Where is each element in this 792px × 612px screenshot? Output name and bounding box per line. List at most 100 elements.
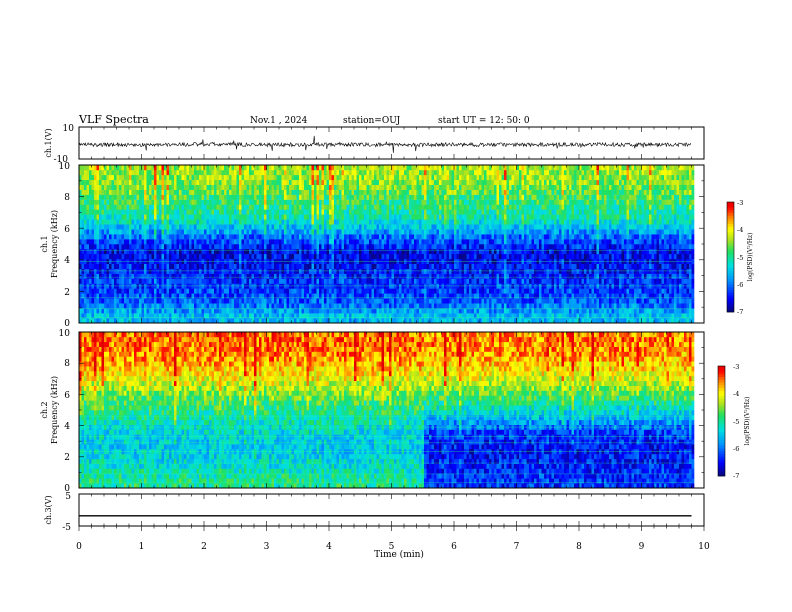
- spectrogram-cell: [84, 194, 87, 200]
- spectrogram-cell: [221, 298, 225, 304]
- spectrogram-cell: [276, 224, 280, 230]
- spectrogram-cell: [399, 313, 402, 319]
- spectrogram-cell: [281, 268, 285, 274]
- spectrogram-cell: [391, 298, 395, 304]
- spectrogram-cell: [256, 214, 260, 220]
- spectrogram-cell: [269, 204, 272, 210]
- spectrogram-cell: [404, 263, 407, 269]
- spectrogram-cell: [226, 263, 230, 269]
- spectrogram-cell: [194, 234, 197, 240]
- spectrogram-cell: [351, 194, 355, 200]
- spectrogram-cell: [299, 169, 302, 176]
- spectrogram-cell: [259, 293, 262, 299]
- spectrogram-cell: [431, 283, 435, 289]
- spectrogram-cell: [254, 268, 257, 274]
- spectrogram-cell: [274, 253, 277, 260]
- spectrogram-cell: [279, 224, 282, 230]
- spectrogram-cell: [429, 258, 432, 264]
- spectrogram-cell: [391, 199, 395, 205]
- spectrogram-cell: [389, 293, 392, 299]
- spectrogram-cell: [121, 263, 125, 269]
- spectrogram-cell: [434, 174, 437, 181]
- spectrogram-cell: [341, 234, 345, 240]
- spectrogram-cell: [271, 308, 275, 314]
- spectrogram-cell: [426, 318, 430, 324]
- spectrogram-cell: [251, 248, 255, 255]
- spectrogram-cell: [149, 273, 152, 279]
- spectrogram-cell: [291, 244, 295, 250]
- spectrogram-cell: [429, 204, 432, 210]
- spectrogram-cell: [439, 288, 442, 294]
- spectrogram-cell: [116, 169, 120, 176]
- spectrogram-cell: [336, 219, 340, 225]
- spectrogram-cell: [299, 224, 302, 230]
- spectrogram-cell: [444, 283, 447, 289]
- spectrogram-cell: [381, 234, 385, 240]
- spectrogram-cell: [206, 184, 210, 190]
- spectrogram-cell: [181, 318, 185, 324]
- spectrogram-cell: [251, 258, 255, 264]
- spectrogram-cell: [136, 258, 140, 264]
- spectrogram-cell: [171, 318, 175, 324]
- spectrogram-cell: [106, 174, 110, 181]
- spectrogram-cell: [256, 179, 260, 185]
- spectrogram-cell: [221, 219, 225, 225]
- spectrogram-cell: [126, 179, 130, 185]
- spectrogram-cell: [381, 308, 385, 314]
- spectrogram-cell: [91, 303, 95, 309]
- spectrogram-cell: [84, 184, 87, 190]
- spectrogram-cell: [206, 165, 210, 171]
- spectrogram-cell: [449, 303, 452, 309]
- spectrogram-cell: [336, 244, 340, 250]
- spectrogram-cell: [119, 313, 122, 319]
- spectrogram-cell: [364, 194, 367, 200]
- spectrogram-cell: [454, 199, 457, 205]
- spectrogram-cell: [454, 209, 457, 215]
- spectrogram-cell: [331, 293, 335, 299]
- spectrogram-cell: [276, 303, 280, 309]
- spectrogram-cell: [399, 239, 402, 245]
- spectrogram-cell: [401, 244, 405, 250]
- spectrogram-cell: [129, 179, 132, 185]
- spectrogram-cell: [386, 189, 390, 195]
- spectrogram-cell: [419, 278, 422, 284]
- spectrogram-cell: [339, 308, 342, 314]
- spectrogram-cell: [119, 204, 122, 210]
- spectrogram-cell: [289, 308, 292, 314]
- spectrogram-cell: [204, 194, 207, 200]
- spectrogram-cell: [311, 234, 315, 240]
- spectrogram-cell: [221, 283, 225, 289]
- spectrogram-cell: [119, 308, 122, 314]
- spectrogram-cell: [219, 258, 222, 264]
- spectrogram-cell: [89, 189, 92, 195]
- spectrogram-cell: [311, 189, 315, 195]
- spectrogram-cell: [141, 214, 145, 220]
- spectrogram-cell: [159, 253, 162, 260]
- spectrogram-cell: [304, 303, 307, 309]
- spectrogram-cell: [309, 174, 312, 181]
- spectrogram-cell: [136, 229, 140, 235]
- spectrogram-cell: [126, 219, 130, 225]
- spectrogram-cell: [276, 165, 280, 171]
- spectrogram-cell: [289, 179, 292, 185]
- spectrogram-cell: [176, 229, 180, 235]
- spectrogram-cell: [349, 165, 352, 171]
- spectrogram-cell: [124, 165, 127, 171]
- spectrogram-cell: [376, 204, 380, 210]
- spectrogram-cell: [359, 209, 362, 215]
- spectrogram-cell: [284, 239, 287, 245]
- spectrogram-cell: [134, 268, 137, 274]
- spectrogram-cell: [86, 288, 90, 294]
- spectrogram-cell: [371, 234, 375, 240]
- spectrogram-cell: [411, 253, 415, 260]
- spectrogram-cell: [91, 214, 95, 220]
- spectrogram-cell: [136, 239, 140, 245]
- spectrogram-cell: [89, 283, 92, 289]
- spectrogram-cell: [146, 224, 150, 230]
- spectrogram-cell: [206, 308, 210, 314]
- spectrogram-cell: [226, 298, 230, 304]
- spectrogram-cell: [294, 244, 297, 250]
- spectrogram-cell: [179, 169, 182, 176]
- spectrogram-cell: [149, 224, 152, 230]
- spectrogram-cell: [149, 174, 152, 181]
